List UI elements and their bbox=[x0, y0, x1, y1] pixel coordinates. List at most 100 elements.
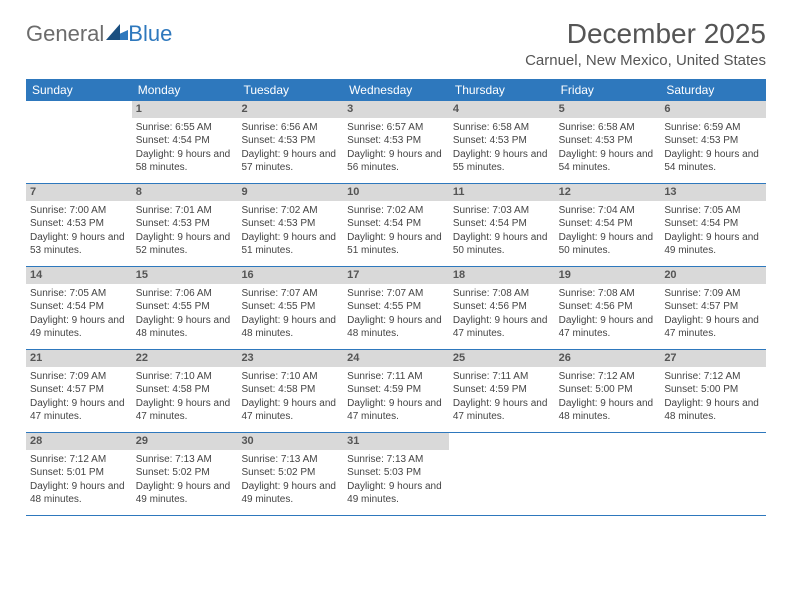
sunset-text: Sunset: 4:55 PM bbox=[347, 300, 445, 314]
day-number: 20 bbox=[660, 267, 766, 284]
day-number: 18 bbox=[449, 267, 555, 284]
sunset-text: Sunset: 4:53 PM bbox=[136, 217, 234, 231]
day-number: 6 bbox=[660, 101, 766, 118]
daylight-text: Daylight: 9 hours and 47 minutes. bbox=[453, 314, 551, 341]
day-cell: 22Sunrise: 7:10 AMSunset: 4:58 PMDayligh… bbox=[132, 350, 238, 432]
daylight-text: Daylight: 9 hours and 47 minutes. bbox=[453, 397, 551, 424]
day-cell: 2Sunrise: 6:56 AMSunset: 4:53 PMDaylight… bbox=[237, 101, 343, 183]
sunrise-text: Sunrise: 7:12 AM bbox=[559, 370, 657, 384]
week-row: 1Sunrise: 6:55 AMSunset: 4:54 PMDaylight… bbox=[26, 101, 766, 184]
dow-cell: Wednesday bbox=[343, 79, 449, 101]
sunset-text: Sunset: 5:01 PM bbox=[30, 466, 128, 480]
week-row: 28Sunrise: 7:12 AMSunset: 5:01 PMDayligh… bbox=[26, 433, 766, 516]
day-cell: 27Sunrise: 7:12 AMSunset: 5:00 PMDayligh… bbox=[660, 350, 766, 432]
sunrise-text: Sunrise: 7:02 AM bbox=[347, 204, 445, 218]
sunset-text: Sunset: 5:02 PM bbox=[241, 466, 339, 480]
day-cell: 20Sunrise: 7:09 AMSunset: 4:57 PMDayligh… bbox=[660, 267, 766, 349]
sunrise-text: Sunrise: 6:58 AM bbox=[559, 121, 657, 135]
day-cell: 3Sunrise: 6:57 AMSunset: 4:53 PMDaylight… bbox=[343, 101, 449, 183]
week-row: 14Sunrise: 7:05 AMSunset: 4:54 PMDayligh… bbox=[26, 267, 766, 350]
daylight-text: Daylight: 9 hours and 48 minutes. bbox=[559, 397, 657, 424]
day-cell: 17Sunrise: 7:07 AMSunset: 4:55 PMDayligh… bbox=[343, 267, 449, 349]
sunset-text: Sunset: 4:54 PM bbox=[30, 300, 128, 314]
sunset-text: Sunset: 4:57 PM bbox=[30, 383, 128, 397]
daylight-text: Daylight: 9 hours and 58 minutes. bbox=[136, 148, 234, 175]
day-number: 5 bbox=[555, 101, 661, 118]
daylight-text: Daylight: 9 hours and 49 minutes. bbox=[136, 480, 234, 507]
day-number: 3 bbox=[343, 101, 449, 118]
sunset-text: Sunset: 4:53 PM bbox=[664, 134, 762, 148]
day-cell: 1Sunrise: 6:55 AMSunset: 4:54 PMDaylight… bbox=[132, 101, 238, 183]
sunrise-text: Sunrise: 7:13 AM bbox=[347, 453, 445, 467]
daylight-text: Daylight: 9 hours and 56 minutes. bbox=[347, 148, 445, 175]
day-cell: 30Sunrise: 7:13 AMSunset: 5:02 PMDayligh… bbox=[237, 433, 343, 515]
sunset-text: Sunset: 4:53 PM bbox=[453, 134, 551, 148]
sunrise-text: Sunrise: 7:04 AM bbox=[559, 204, 657, 218]
day-cell: 18Sunrise: 7:08 AMSunset: 4:56 PMDayligh… bbox=[449, 267, 555, 349]
daylight-text: Daylight: 9 hours and 55 minutes. bbox=[453, 148, 551, 175]
day-number: 25 bbox=[449, 350, 555, 367]
sunset-text: Sunset: 4:58 PM bbox=[241, 383, 339, 397]
day-number: 16 bbox=[237, 267, 343, 284]
sunrise-text: Sunrise: 7:05 AM bbox=[30, 287, 128, 301]
day-number: 19 bbox=[555, 267, 661, 284]
day-cell bbox=[660, 433, 766, 515]
day-number: 7 bbox=[26, 184, 132, 201]
logo: General Blue bbox=[26, 20, 172, 48]
day-number: 29 bbox=[132, 433, 238, 450]
sunset-text: Sunset: 5:00 PM bbox=[559, 383, 657, 397]
daylight-text: Daylight: 9 hours and 48 minutes. bbox=[241, 314, 339, 341]
day-cell: 24Sunrise: 7:11 AMSunset: 4:59 PMDayligh… bbox=[343, 350, 449, 432]
daylight-text: Daylight: 9 hours and 48 minutes. bbox=[136, 314, 234, 341]
day-cell: 31Sunrise: 7:13 AMSunset: 5:03 PMDayligh… bbox=[343, 433, 449, 515]
sunset-text: Sunset: 4:53 PM bbox=[241, 217, 339, 231]
daylight-text: Daylight: 9 hours and 53 minutes. bbox=[30, 231, 128, 258]
day-number: 13 bbox=[660, 184, 766, 201]
day-cell: 14Sunrise: 7:05 AMSunset: 4:54 PMDayligh… bbox=[26, 267, 132, 349]
daylight-text: Daylight: 9 hours and 54 minutes. bbox=[559, 148, 657, 175]
day-number: 21 bbox=[26, 350, 132, 367]
sunrise-text: Sunrise: 7:08 AM bbox=[559, 287, 657, 301]
sunset-text: Sunset: 4:56 PM bbox=[559, 300, 657, 314]
day-number: 15 bbox=[132, 267, 238, 284]
sunrise-text: Sunrise: 7:12 AM bbox=[30, 453, 128, 467]
sunset-text: Sunset: 4:59 PM bbox=[347, 383, 445, 397]
sunset-text: Sunset: 4:54 PM bbox=[347, 217, 445, 231]
daylight-text: Daylight: 9 hours and 47 minutes. bbox=[241, 397, 339, 424]
daylight-text: Daylight: 9 hours and 47 minutes. bbox=[347, 397, 445, 424]
sunset-text: Sunset: 4:53 PM bbox=[347, 134, 445, 148]
sunset-text: Sunset: 4:55 PM bbox=[241, 300, 339, 314]
sunset-text: Sunset: 4:55 PM bbox=[136, 300, 234, 314]
sunrise-text: Sunrise: 7:05 AM bbox=[664, 204, 762, 218]
day-cell: 21 Sunrise: 7:09 AMSunset: 4:57 PMDayligh… bbox=[26, 350, 132, 432]
daylight-text: Daylight: 9 hours and 51 minutes. bbox=[241, 231, 339, 258]
sunrise-text: Sunrise: 7:08 AM bbox=[453, 287, 551, 301]
day-number: 4 bbox=[449, 101, 555, 118]
day-cell: 10Sunrise: 7:02 AMSunset: 4:54 PMDayligh… bbox=[343, 184, 449, 266]
day-cell: 19Sunrise: 7:08 AMSunset: 4:56 PMDayligh… bbox=[555, 267, 661, 349]
day-cell: 6Sunrise: 6:59 AMSunset: 4:53 PMDaylight… bbox=[660, 101, 766, 183]
sunrise-text: Sunrise: 7:09 AM bbox=[30, 370, 128, 384]
daylight-text: Daylight: 9 hours and 50 minutes. bbox=[453, 231, 551, 258]
day-number: 26 bbox=[555, 350, 661, 367]
sunrise-text: Sunrise: 7:12 AM bbox=[664, 370, 762, 384]
sunrise-text: Sunrise: 7:11 AM bbox=[453, 370, 551, 384]
day-number: 8 bbox=[132, 184, 238, 201]
daylight-text: Daylight: 9 hours and 49 minutes. bbox=[347, 480, 445, 507]
sunrise-text: Sunrise: 7:13 AM bbox=[241, 453, 339, 467]
sunrise-text: Sunrise: 7:09 AM bbox=[664, 287, 762, 301]
day-cell: 25Sunrise: 7:11 AMSunset: 4:59 PMDayligh… bbox=[449, 350, 555, 432]
logo-mark-icon bbox=[106, 20, 128, 46]
day-number: 30 bbox=[237, 433, 343, 450]
day-cell bbox=[26, 101, 132, 183]
location-subtitle: Carnuel, New Mexico, United States bbox=[26, 52, 766, 69]
sunrise-text: Sunrise: 6:55 AM bbox=[136, 121, 234, 135]
dow-cell: Thursday bbox=[449, 79, 555, 101]
sunrise-text: Sunrise: 7:11 AM bbox=[347, 370, 445, 384]
sunrise-text: Sunrise: 7:02 AM bbox=[241, 204, 339, 218]
daylight-text: Daylight: 9 hours and 47 minutes. bbox=[30, 397, 128, 424]
day-number: 31 bbox=[343, 433, 449, 450]
day-cell: 26 Sunrise: 7:12 AMSunset: 5:00 PMDayligh… bbox=[555, 350, 661, 432]
sunrise-text: Sunrise: 7:03 AM bbox=[453, 204, 551, 218]
daylight-text: Daylight: 9 hours and 48 minutes. bbox=[664, 397, 762, 424]
